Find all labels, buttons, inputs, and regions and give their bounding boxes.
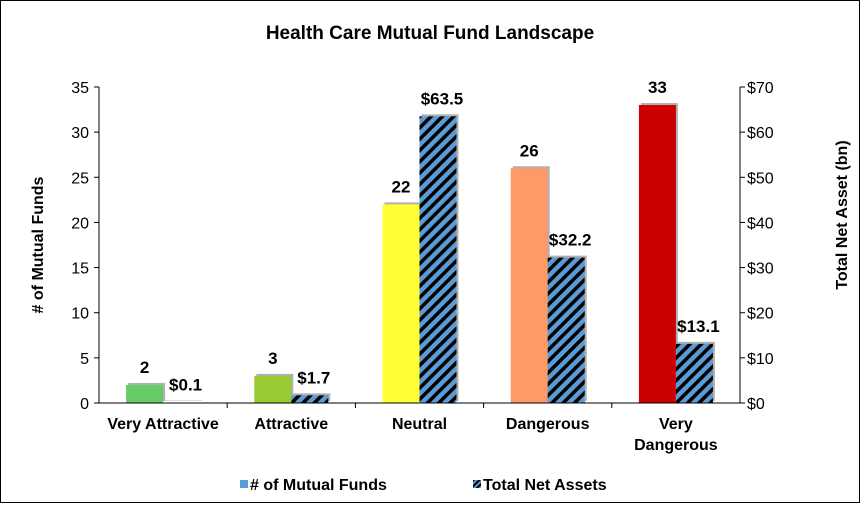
left-tick-label: 20 <box>71 215 89 232</box>
right-tick-label: $40 <box>747 215 774 232</box>
right-tick-label: $60 <box>747 125 774 142</box>
legend-swatch-assets <box>473 480 481 488</box>
right-tick-label: $0 <box>747 396 765 413</box>
left-tick-label: 15 <box>71 261 89 278</box>
y2-axis-label: Total Net Asset (bn) <box>834 140 851 289</box>
bar-assets-label: $13.1 <box>677 317 720 336</box>
y-axis-label: # of Mutual Funds <box>30 176 47 313</box>
bar-funds-label: 26 <box>520 141 539 160</box>
bar-assets <box>420 116 457 403</box>
bar-funds <box>254 376 291 403</box>
category-label: Dangerous <box>506 416 590 433</box>
legend-label-assets: Total Net Assets <box>483 477 607 494</box>
right-tick-label: $50 <box>747 170 774 187</box>
bar-funds <box>383 204 420 403</box>
left-tick-label: 35 <box>71 80 89 97</box>
category-label: Very Attractive <box>107 416 219 433</box>
bar-assets <box>548 258 585 403</box>
left-tick-label: 30 <box>71 125 89 142</box>
right-tick-label: $70 <box>747 80 774 97</box>
category-labels: Very Attractive Attractive Neutral Dangerou… <box>107 416 717 454</box>
bar-funds-label: 2 <box>140 358 149 377</box>
bar-assets-label: $0.1 <box>169 376 202 395</box>
right-tick-label: $20 <box>747 306 774 323</box>
chart-title: Health Care Mutual Fund Landscape <box>266 23 594 44</box>
bar-assets-label: $1.7 <box>297 368 330 387</box>
bar-funds <box>639 105 676 403</box>
left-tick-labels: 0 5 10 15 20 25 30 35 <box>71 80 99 413</box>
bar-funds-label: 22 <box>392 177 411 196</box>
bar-assets <box>676 344 713 403</box>
bar-funds <box>511 168 548 403</box>
category-label: Attractive <box>254 416 328 433</box>
bars <box>126 103 715 408</box>
left-tick-label: 0 <box>80 396 89 413</box>
bar-funds <box>126 385 163 403</box>
right-tick-label: $30 <box>747 261 774 278</box>
legend-label-funds: # of Mutual Funds <box>250 477 387 494</box>
left-tick-label: 5 <box>80 351 89 368</box>
bar-funds-label: 3 <box>268 349 277 368</box>
left-tick-label: 10 <box>71 306 89 323</box>
bar-assets-label: $63.5 <box>421 89 464 108</box>
bar-funds-label: 33 <box>648 78 667 97</box>
right-tick-labels: $0 $10 $20 $30 $40 $50 $60 $70 <box>740 80 774 413</box>
legend: # of Mutual Funds Total Net Assets <box>240 477 607 494</box>
legend-swatch-funds <box>240 480 248 488</box>
right-tick-label: $10 <box>747 351 774 368</box>
bar-assets <box>291 395 328 403</box>
bar-assets-label: $32.2 <box>549 231 592 250</box>
category-label: Neutral <box>392 416 447 433</box>
left-tick-label: 25 <box>71 170 89 187</box>
